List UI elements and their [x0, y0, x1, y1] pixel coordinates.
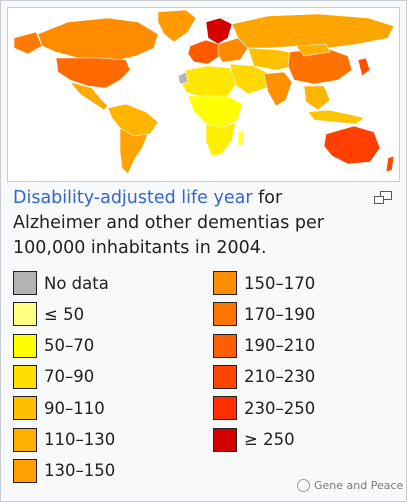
legend-item: 170–190 [213, 301, 315, 327]
map-region-no-data [177, 71, 189, 85]
legend-label: 90–110 [44, 398, 105, 418]
map-region-south-america-north [107, 103, 159, 137]
legend-label: 190–210 [244, 336, 316, 356]
map-region-indonesia [307, 109, 365, 125]
legend-item: 150–170 [213, 270, 315, 296]
legend-label: 170–190 [244, 304, 316, 324]
legend-swatch [213, 333, 237, 358]
legend-swatch [13, 302, 37, 327]
legend-swatch [213, 302, 237, 327]
map-region-japan [357, 57, 371, 77]
map-region-middle-east [229, 63, 271, 95]
map-caption: Disability-adjusted life year for Alzhei… [13, 186, 353, 261]
legend-item: ≤ 50 [13, 301, 84, 327]
legend-label: ≤ 50 [44, 304, 85, 324]
legend-swatch [213, 271, 237, 295]
legend-label: 70–90 [44, 367, 95, 387]
map-region-new-zealand [385, 155, 395, 173]
map-region-scandinavia [205, 17, 233, 45]
daly-link[interactable]: Disability-adjusted life year [13, 188, 253, 208]
watermark: Gene and Peace [297, 479, 403, 492]
legend-item: 90–110 [13, 395, 105, 421]
map-region-southeast-asia [303, 85, 331, 111]
legend-swatch [213, 427, 237, 452]
map-region-australia [323, 125, 381, 165]
map-region-mongolia [295, 43, 331, 57]
legend-item: 50–70 [13, 333, 94, 359]
legend-item: 110–130 [13, 427, 115, 453]
map-region-central-africa [187, 95, 243, 129]
legend-swatch [13, 333, 37, 358]
map-region-russia [231, 13, 395, 49]
legend-swatch [13, 364, 37, 389]
map-region-southern-africa [205, 121, 237, 157]
wechat-icon [297, 479, 310, 492]
map-region-north-africa [179, 65, 237, 99]
legend-swatch [213, 396, 237, 421]
map-region-madagascar [237, 129, 245, 147]
map-region-india [263, 71, 293, 107]
legend-label: 150–170 [244, 273, 316, 293]
legend-label: 230–250 [244, 398, 316, 418]
legend-item: 130–150 [13, 458, 115, 484]
legend-swatch [13, 427, 37, 452]
world-choropleth-map [13, 9, 395, 175]
magnify-clip-icon[interactable] [374, 190, 392, 204]
legend-item: No data [13, 270, 109, 296]
legend-label: No data [44, 273, 109, 293]
legend-swatch [13, 458, 37, 483]
legend-label: ≥ 250 [244, 430, 295, 449]
watermark-text: Gene and Peace [314, 479, 404, 492]
map-region-canada [37, 17, 159, 61]
caption-text: for Alzheimer and other dementias per 10… [13, 188, 324, 258]
legend-item: ≥ 250 [213, 427, 295, 453]
legend-label: 110–130 [44, 430, 116, 449]
map-region-mexico [69, 81, 109, 111]
legend-swatch [13, 396, 37, 421]
legend-label: 50–70 [44, 336, 95, 356]
map-region-china [287, 47, 353, 85]
map-region-south-america-south [119, 127, 149, 175]
map-region-usa [55, 57, 131, 89]
legend-item: 230–250 [213, 395, 315, 421]
legend-label: 130–150 [44, 461, 116, 481]
legend-item: 190–210 [213, 333, 315, 359]
world-map[interactable] [7, 7, 400, 182]
legend-item: 70–90 [13, 364, 94, 390]
legend-swatch [13, 271, 37, 295]
map-region-europe-west [187, 39, 221, 65]
legend-label: 210–230 [244, 367, 316, 387]
map-region-greenland [157, 9, 197, 43]
map-region-alaska [13, 31, 43, 55]
legend-swatch [213, 364, 237, 389]
legend-item: 210–230 [213, 364, 315, 390]
